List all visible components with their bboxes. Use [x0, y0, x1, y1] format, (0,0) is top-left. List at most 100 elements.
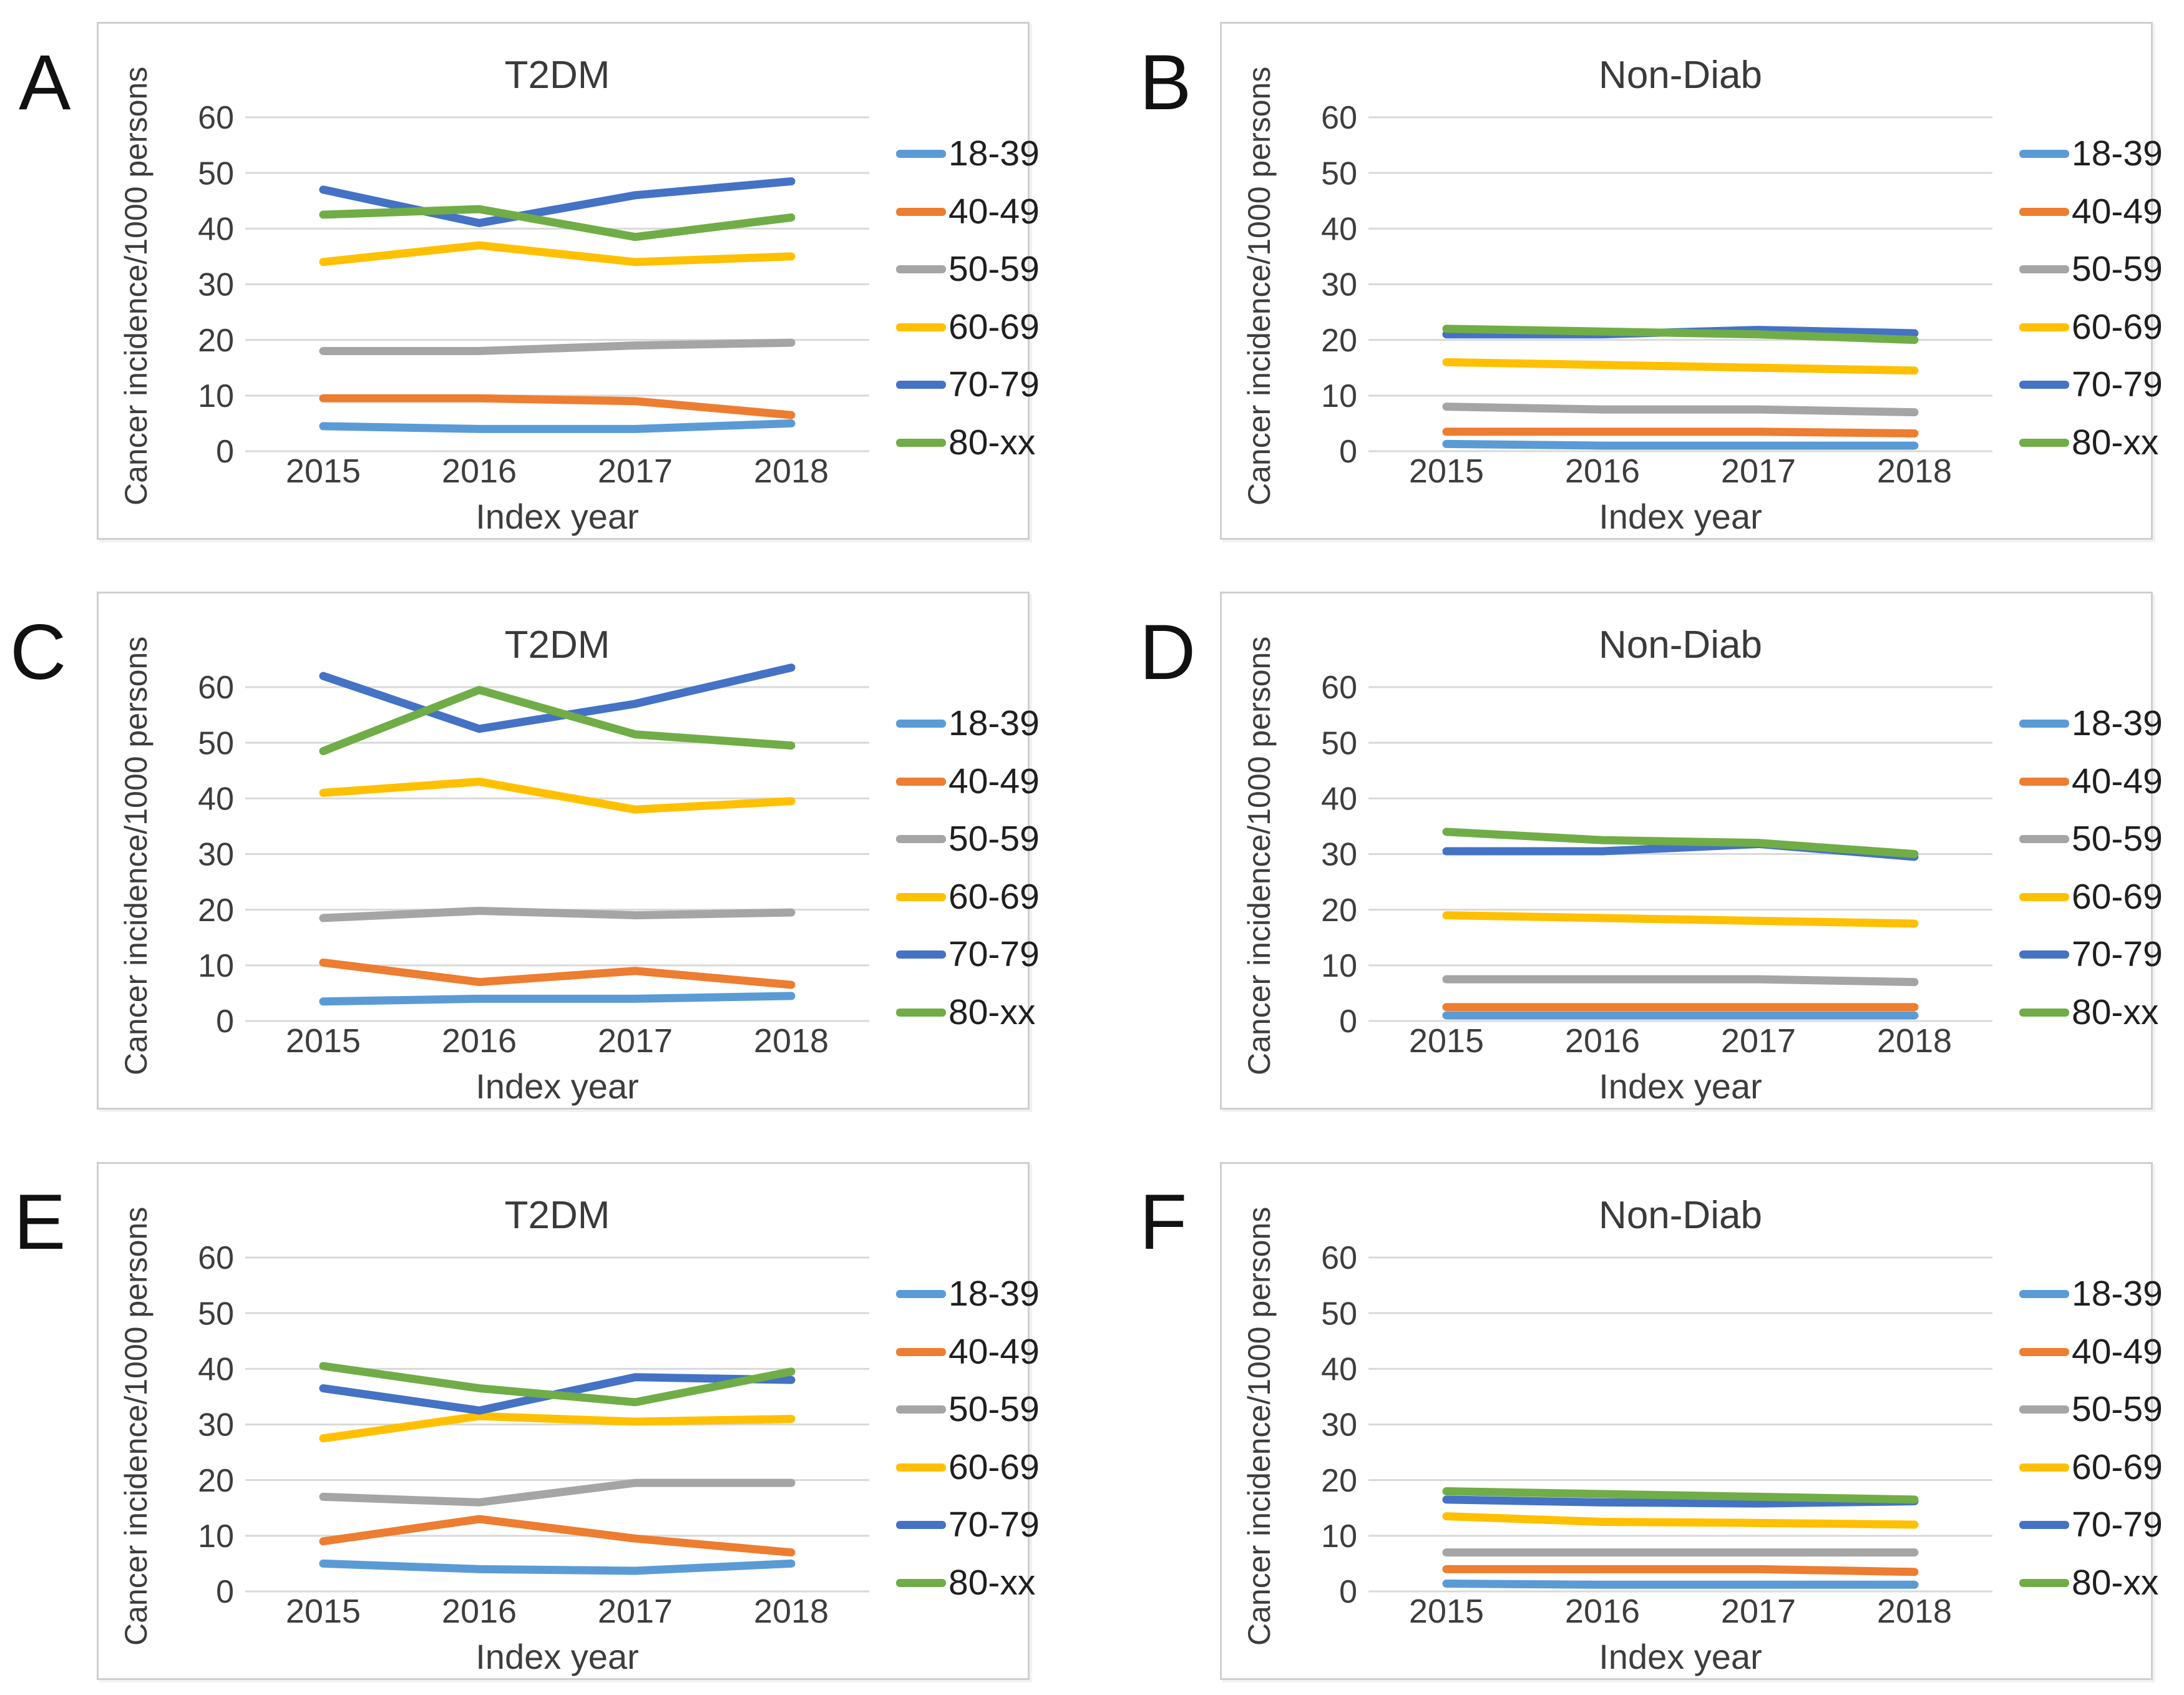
y-tick-label: 60	[1321, 670, 1357, 706]
panel-a: T2DM Cancer incidence/1000 persons 0 10 20…	[97, 22, 1040, 540]
x-tick-label: 2018	[1877, 452, 1952, 490]
legend-swatch-icon	[896, 892, 946, 901]
legend-label: 18-39	[948, 1274, 1040, 1314]
legend: 18-39 40-49 50-59 60-69 70-79 80-xx	[2019, 706, 2163, 1030]
legend-label: 40-49	[2072, 761, 2163, 801]
series-line-40-49	[1442, 1565, 1919, 1576]
legend-item-70-79: 70-79	[896, 367, 1040, 403]
x-tick-label: 2015	[286, 1593, 361, 1630]
legend-label: 60-69	[948, 876, 1040, 917]
legend-item-40-49: 40-49	[2019, 763, 2163, 799]
y-tick-label: 20	[198, 323, 234, 359]
legend-item-18-39: 18-39	[896, 706, 1040, 741]
legend-item-60-69: 60-69	[2019, 1449, 2163, 1485]
y-tick-label: 50	[198, 155, 234, 192]
panel-e: T2DM Cancer incidence/1000 persons 0 10 20…	[97, 1162, 1040, 1680]
x-tick-label: 2017	[598, 1593, 673, 1630]
chart-title: Non-Diab	[1599, 1194, 1762, 1237]
series-line-60-69	[1442, 911, 1919, 928]
y-tick-label: 50	[198, 725, 234, 761]
chart-title: T2DM	[504, 623, 610, 667]
x-tick-label: 2015	[286, 452, 361, 490]
x-tick-label: 2018	[754, 1022, 829, 1060]
x-tick-label: 2016	[442, 1022, 517, 1060]
legend-label: 70-79	[2072, 1505, 2163, 1545]
y-tick-label: 30	[1321, 837, 1357, 873]
x-axis-label: Index year	[475, 1637, 639, 1676]
series-lines	[319, 1362, 796, 1575]
legend-swatch-icon	[896, 1578, 946, 1587]
y-tick-label: 10	[1321, 1518, 1357, 1555]
series-line-60-69	[1442, 1512, 1919, 1529]
series-lines	[1442, 828, 1919, 1020]
x-axis-label: Index year	[475, 497, 639, 536]
x-tick-label: 2017	[598, 1022, 673, 1060]
y-tick-label: 50	[198, 1296, 234, 1332]
y-tick-label: 10	[198, 1518, 234, 1555]
legend-label: 18-39	[2072, 134, 2163, 173]
series-line-50-59	[319, 906, 796, 922]
gridlines-group	[1368, 116, 1992, 452]
series-line-40-49	[1442, 427, 1919, 437]
legend-swatch-icon	[896, 265, 946, 274]
legend-item-50-59: 50-59	[896, 821, 1040, 857]
y-tick-label: 0	[1339, 1574, 1357, 1610]
legend-swatch-icon	[2019, 720, 2069, 728]
y-tick-labels: 0 10 20 30 40 50 60	[1321, 100, 1357, 470]
series-line-70-79	[319, 177, 796, 227]
series-line-60-69	[319, 778, 796, 814]
x-tick-label: 2016	[1565, 1022, 1640, 1060]
y-tick-label: 0	[1339, 1004, 1357, 1040]
series-line-80-xx	[319, 205, 796, 242]
x-tick-labels: 2015 2016 2017 2018	[1409, 1022, 1952, 1060]
y-tick-label: 0	[216, 1574, 234, 1610]
legend-label: 18-39	[948, 703, 1040, 743]
legend-label: 60-69	[2072, 876, 2163, 917]
series-line-18-39	[319, 419, 796, 433]
x-tick-labels: 2015 2016 2017 2018	[286, 1593, 829, 1630]
legend-item-50-59: 50-59	[2019, 252, 2163, 287]
panel-d: Non-Diab Cancer incidence/1000 persons 0…	[1220, 592, 2163, 1110]
x-tick-label: 2017	[1721, 1022, 1796, 1060]
panel-letter-d: D	[1139, 609, 1196, 696]
legend-swatch-icon	[2019, 777, 2069, 786]
x-tick-label: 2015	[1409, 1022, 1484, 1060]
panel-letter-f: F	[1139, 1179, 1187, 1266]
x-tick-labels: 2015 2016 2017 2018	[1409, 1593, 1952, 1630]
legend-swatch-icon	[2019, 381, 2069, 389]
legend-label: 40-49	[948, 1331, 1040, 1372]
legend-swatch-icon	[2019, 1521, 2069, 1530]
legend-item-70-79: 70-79	[2019, 1507, 2163, 1543]
y-tick-label: 30	[198, 837, 234, 873]
series-line-60-69	[319, 1412, 796, 1443]
legend-swatch-icon	[2019, 892, 2069, 901]
legend-item-80-xx: 80-xx	[896, 1565, 1035, 1601]
legend-swatch-icon	[896, 381, 946, 389]
y-tick-label: 60	[1321, 100, 1357, 136]
x-tick-label: 2018	[754, 452, 829, 490]
legend-label: 60-69	[2072, 306, 2163, 347]
legend-item-18-39: 18-39	[896, 136, 1040, 172]
legend-swatch-icon	[896, 720, 946, 728]
legend-swatch-icon	[2019, 1347, 2069, 1356]
legend-swatch-icon	[2019, 1008, 2069, 1017]
y-tick-label: 60	[198, 1240, 234, 1276]
legend-swatch-icon	[896, 323, 946, 331]
x-tick-labels: 2015 2016 2017 2018	[286, 452, 829, 490]
y-axis-label: Cancer incidence/1000 persons	[119, 1206, 154, 1646]
y-tick-labels: 0 10 20 30 40 50 60	[1321, 1240, 1357, 1610]
series-lines	[1442, 325, 1919, 450]
y-tick-label: 40	[198, 781, 234, 818]
legend-label: 50-59	[2072, 249, 2163, 290]
legend-item-70-79: 70-79	[896, 1507, 1040, 1543]
x-tick-label: 2015	[1409, 1593, 1484, 1630]
y-tick-label: 50	[1321, 155, 1357, 192]
series-line-50-59	[1442, 403, 1919, 417]
y-tick-label: 40	[198, 1352, 234, 1388]
legend-swatch-icon	[2019, 1405, 2069, 1414]
legend-item-40-49: 40-49	[2019, 193, 2163, 230]
line-chart: 0 10 20 30 40 50 60 2015 2016 2017 2018	[1321, 100, 1992, 490]
series-line-80-xx	[1442, 1487, 1919, 1504]
gridlines-group	[1368, 1256, 1992, 1593]
x-axis-label: Index year	[475, 1067, 639, 1106]
